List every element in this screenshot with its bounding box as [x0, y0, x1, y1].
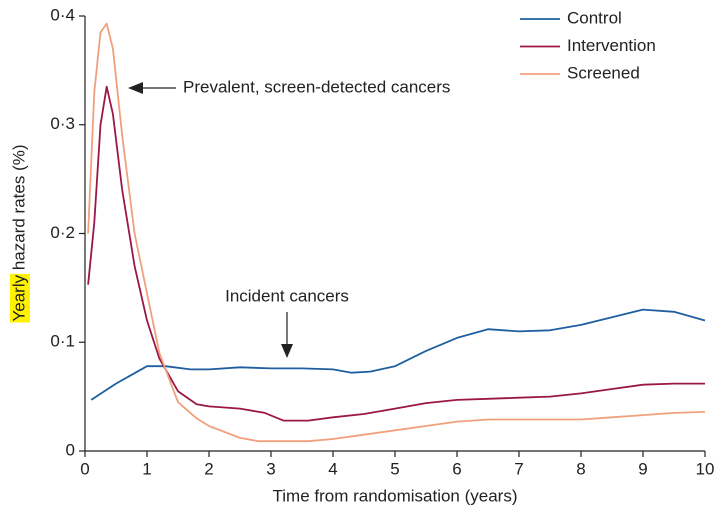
y-tick-label: 0·2	[50, 223, 75, 242]
x-tick-label: 4	[328, 459, 337, 478]
legend-label: Screened	[567, 63, 640, 82]
x-tick-label: 5	[390, 459, 399, 478]
y-tick-label: 0·3	[50, 114, 75, 133]
series-line	[87, 22, 706, 443]
y-axis-label: Yearly hazard rates (%)	[9, 144, 28, 321]
x-tick-label: 8	[576, 459, 585, 478]
x-tick-label: 3	[266, 459, 275, 478]
x-tick-label: 2	[204, 459, 213, 478]
y-tick-label: 0	[66, 440, 75, 459]
highlight	[10, 273, 30, 323]
x-tick-label: 6	[452, 459, 461, 478]
annotation-arrowhead	[281, 344, 293, 358]
x-tick-label: 0	[80, 459, 89, 478]
x-tick-label: 1	[142, 459, 151, 478]
x-tick-label: 10	[696, 459, 715, 478]
annotation: Prevalent, screen-detected cancers	[183, 77, 450, 96]
series-line	[87, 85, 705, 422]
series-line	[90, 308, 706, 401]
legend-label: Control	[567, 8, 622, 27]
annotation: Incident cancers	[225, 286, 349, 305]
legend-label: Intervention	[567, 36, 656, 55]
x-tick-label: 7	[514, 459, 523, 478]
annotation-arrowhead	[128, 82, 143, 94]
y-tick-label: 0·4	[50, 5, 75, 24]
y-tick-label: 0·1	[50, 332, 75, 351]
x-axis-label: Time from randomisation (years)	[273, 486, 518, 505]
x-tick-label: 9	[638, 459, 647, 478]
